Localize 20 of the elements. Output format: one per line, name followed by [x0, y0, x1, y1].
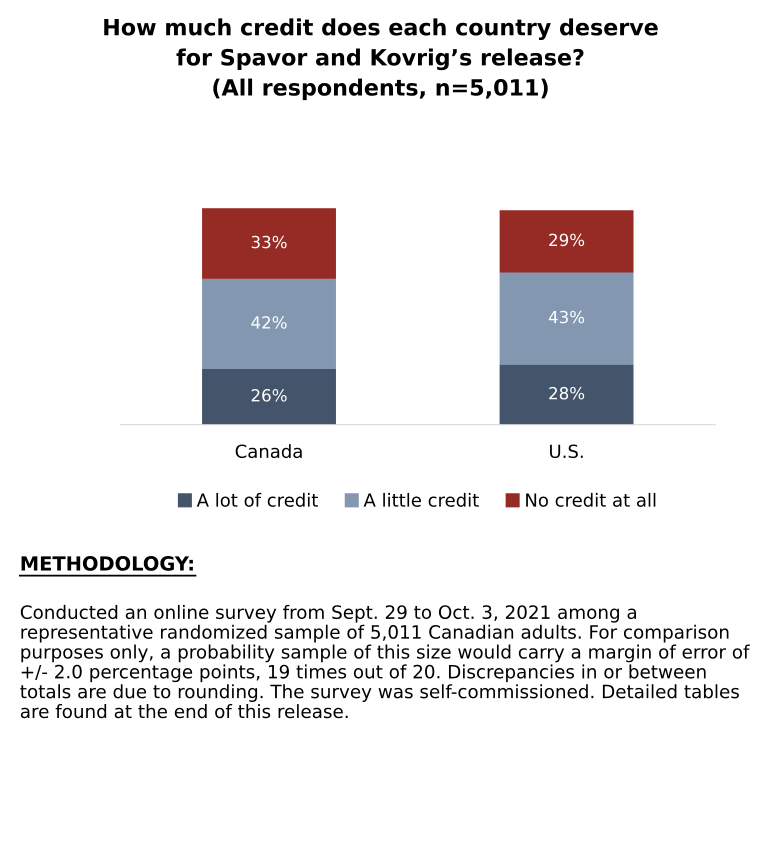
data-label: 43%	[548, 310, 584, 324]
x-tick-label: U.S.	[550, 444, 583, 458]
text: Conducted an online survey from Sept. 29 to Oct. 3, 2021 among a representative randomized sample of 5,011 Canadian adults. For comparison purposes only, a probability sample of this size would carry a margin of error of +/- 2.0 percentage points, 19 times out of 20. Discrepancies in or between totals are due to rounding. The survey was self-commissioned. Detailed tables are found at the end of this release.	[20, 604, 750, 718]
legend-label: A little credit	[364, 492, 479, 507]
legend-label: No credit at all	[526, 492, 656, 507]
chart-title: How much credit does each country deserve for Spavor and Kovrig’s release? (All respondents, n=5,011)	[104, 18, 658, 100]
data-label: 33%	[252, 236, 287, 248]
data-label: 42%	[251, 316, 287, 329]
data-label: 26%	[252, 389, 287, 402]
bar	[202, 368, 336, 425]
data-label: 28%	[549, 386, 584, 400]
x-tick-label: Canada	[236, 444, 302, 458]
legend-label: A lot of credit	[196, 492, 318, 507]
bar	[500, 272, 634, 365]
data-label: 29%	[549, 234, 584, 246]
bar	[202, 278, 336, 369]
text: METHODOLOGY:	[22, 556, 193, 571]
bar	[500, 364, 634, 425]
bar	[202, 208, 336, 279]
bar	[500, 210, 634, 272]
